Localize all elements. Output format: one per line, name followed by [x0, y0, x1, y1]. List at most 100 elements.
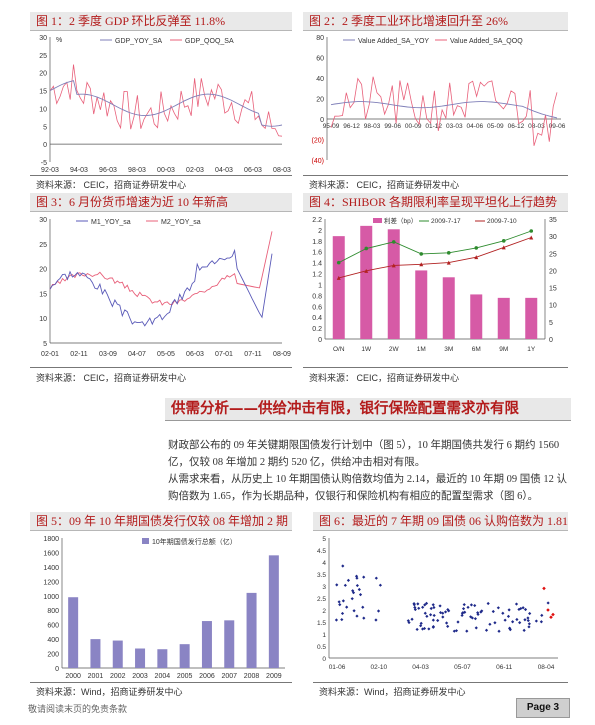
- figure-6-point: [466, 605, 470, 609]
- figure-2-rule: [303, 175, 568, 176]
- figure-3: 图 3：6 月份货币增速为近 10 年新高 30 25 20 15 10 5 02-01 02…: [30, 193, 292, 386]
- figure-6: 图 6：最近的 7 年期 09 国债 06 认购倍数为 1.81 5 4.5 4 3.…: [313, 512, 568, 697]
- figure-4-x-tick-label: 3M: [444, 346, 453, 353]
- figure-6-point: [438, 604, 442, 608]
- figure-6-point: [374, 576, 378, 580]
- figure-4-y-left-tick-label: 0.8: [312, 293, 322, 300]
- figure-1: 图 1：2 季度 GDP 环比反弹至 11.8% 30 25 20 15 10 5 0 -5 9…: [30, 12, 292, 190]
- figure-2-x-tick-label: 04-06: [467, 123, 484, 130]
- figure-5-x-tick-label: 2009: [266, 673, 282, 680]
- figure-6-point: [501, 611, 505, 615]
- figure-6-point: [484, 628, 489, 632]
- figure-6-point: [358, 593, 363, 597]
- figure-6-chart: 5 4.5 4 3.5 3 2.5 2 1.5 1 0.5 001-06 02-10 04-03 05-0…: [317, 536, 558, 671]
- figure-4-point: [474, 255, 479, 260]
- figure-6-point: [474, 626, 478, 630]
- figure-6-rule: [313, 682, 568, 683]
- figure-4-legend-label: 利差（bp）: [384, 216, 417, 225]
- figure-6-point: [497, 629, 501, 633]
- figure-2-y-tick-label: 80: [316, 35, 324, 42]
- figure-4-x-tick-label: 2W: [389, 346, 400, 353]
- figure-6-point: [452, 629, 456, 633]
- figure-3-x-tick-label: 02-11: [70, 351, 87, 358]
- figure-4-y-left-tick-label: 1.2: [312, 272, 322, 279]
- figure-6-point: [441, 615, 445, 619]
- figure-6-point: [523, 618, 527, 622]
- figure-4-point: [419, 252, 424, 256]
- figure-6-point: [528, 611, 532, 616]
- figure-3-title: 图 3：6 月份货币增速为近 10 年新高: [30, 193, 292, 212]
- figure-2-x-tick-label: 00-09: [405, 123, 422, 130]
- figure-4-x-tick-label: 1M: [417, 346, 426, 353]
- figure-6-point: [423, 611, 427, 615]
- figure-5-bar: [112, 640, 123, 668]
- figure-3-y-tick-label: 10: [39, 316, 47, 323]
- figure-3-x-tick-label: 08-09: [273, 351, 291, 358]
- figure-4-y-left-tick-label: 1.6: [312, 250, 322, 257]
- figure-5-bar: [90, 639, 101, 668]
- figure-4-title: 图 4：SHIBOR 各期限利率呈现平坦化上行趋势: [303, 193, 568, 212]
- figure-6-y-tick-label: 4.5: [317, 548, 326, 555]
- paragraph-1: 财政部公布的 09 年关键期限国债发行计划中（图 5），10 年期国债共发行 6…: [168, 440, 560, 468]
- figure-6-y-tick-label: 2.5: [317, 596, 326, 603]
- figure-4-source: 资料来源： CEIC，招商证券研发中心: [309, 373, 460, 383]
- figure-6-y-tick-label: 3.5: [317, 572, 326, 579]
- figure-3-series-m1-line: [49, 248, 273, 327]
- figure-4-bar: [360, 225, 373, 339]
- figure-6-highlight-point: [546, 608, 550, 612]
- figure-6-point: [534, 619, 538, 623]
- figure-6-point: [340, 611, 345, 616]
- figure-3-legend-label: M1_YOY_sa: [91, 219, 131, 226]
- section-banner: 供需分析——供给冲击有限，银行保险配置需求亦有限: [165, 398, 571, 421]
- figure-6-point: [514, 602, 519, 606]
- figure-6-point: [461, 607, 466, 611]
- figure-5-y-tick-label: 600: [47, 623, 59, 630]
- figure-6-point: [486, 601, 490, 606]
- figure-4-y-right-tick-label: 30: [549, 234, 557, 241]
- figure-3-y-tick-label: 20: [39, 267, 47, 274]
- figure-2-x-tick-label: 08-03: [528, 123, 545, 130]
- figure-5-x-tick-label: 2001: [88, 673, 104, 680]
- figure-4-rule: [303, 367, 568, 368]
- figure-4-y-left-tick-label: 1.8: [312, 239, 322, 246]
- figure-5-title: 图 5：09 年 10 年期国债发行仅较 08 年增加 2 期: [30, 512, 292, 531]
- figure-6-point: [378, 583, 382, 587]
- figure-4-point: [336, 275, 341, 280]
- figure-6-y-tick-label: 4: [322, 560, 326, 567]
- figure-1-y-tick-label: 30: [39, 35, 47, 42]
- figure-2-x-tick-label: 99-06: [384, 123, 401, 130]
- figure-5-bar: [201, 621, 212, 668]
- figure-6-point: [431, 625, 436, 629]
- figure-1-x-tick-label: 08-03: [273, 167, 291, 174]
- figure-6-point: [335, 583, 339, 587]
- figure-6-point: [419, 624, 423, 628]
- figure-1-x-tick-label: 00-03: [157, 167, 175, 174]
- figure-2-x-tick-label: 03-03: [446, 123, 463, 130]
- figure-6-point: [431, 618, 435, 622]
- figure-6-point: [462, 602, 466, 607]
- figure-3-x-tick-label: 03-09: [99, 351, 117, 358]
- figure-4-y-left-tick-label: 2.2: [312, 217, 322, 224]
- figure-3-y-tick-label: 30: [39, 217, 47, 224]
- figure-6-point: [491, 609, 495, 614]
- figure-6-point: [410, 617, 414, 621]
- figure-4-point: [336, 260, 341, 265]
- figure-6-point: [346, 578, 351, 583]
- figure-6-y-tick-label: 5: [322, 536, 326, 543]
- figure-6-point: [515, 617, 519, 622]
- figure-4-bar: [497, 297, 510, 339]
- figure-5-y-tick-label: 1800: [43, 536, 59, 543]
- figure-6-point: [350, 597, 354, 601]
- figure-6-point: [416, 602, 420, 606]
- figure-4-bar: [415, 270, 428, 339]
- figure-1-x-tick-label: 92-03: [41, 167, 59, 174]
- figure-6-point: [355, 614, 359, 618]
- figure-4-x-tick-label: 1W: [361, 346, 372, 353]
- figure-4-chart: 2.2 2 1.8 1.6 1.4 1.2 1 0.8 0.6 0.4 0.2 0 35 30 25 20 15…: [312, 216, 557, 353]
- figure-2-title: 图 2：2 季度工业环比增速回升至 26%: [303, 12, 568, 31]
- figure-6-point: [527, 622, 531, 626]
- figure-4-x-tick-label: 9M: [499, 346, 508, 353]
- figure-6-point: [341, 599, 345, 603]
- figure-5-y-tick-label: 200: [47, 652, 59, 659]
- figure-5: 图 5：09 年 10 年期国债发行仅较 08 年增加 2 期 1800 1600…: [30, 512, 292, 697]
